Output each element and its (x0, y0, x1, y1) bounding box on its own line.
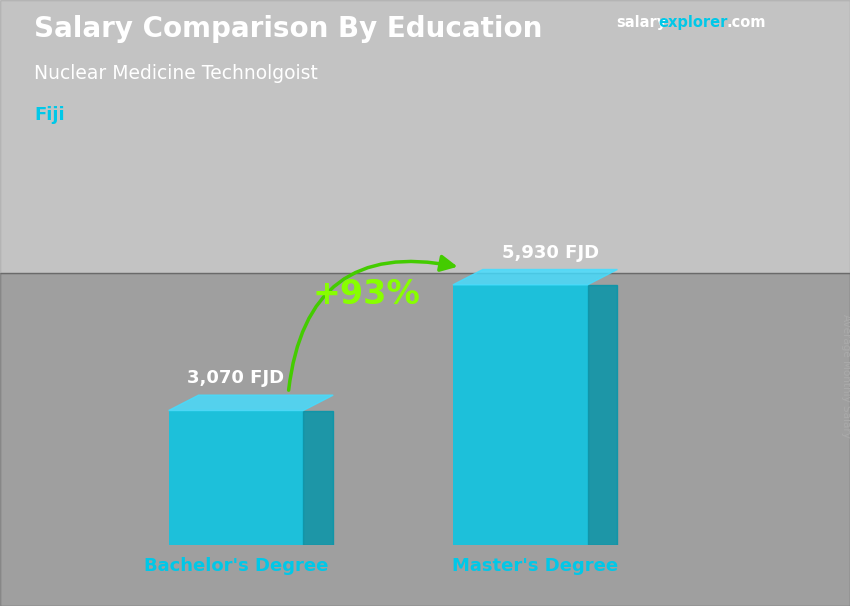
Bar (453, 285, 587, 545)
Text: 5,930 FJD: 5,930 FJD (502, 244, 598, 262)
Text: Nuclear Medicine Technolgoist: Nuclear Medicine Technolgoist (34, 64, 318, 82)
Text: Fiji: Fiji (34, 106, 65, 124)
Text: .com: .com (727, 15, 766, 30)
Bar (168, 410, 303, 545)
Polygon shape (168, 395, 333, 410)
Text: Salary Comparison By Education: Salary Comparison By Education (34, 15, 542, 43)
Text: +93%: +93% (313, 279, 421, 311)
Text: 3,070 FJD: 3,070 FJD (187, 369, 285, 387)
Text: Average Monthly Salary: Average Monthly Salary (841, 314, 850, 438)
Bar (0, 0, 850, 273)
Text: salary: salary (616, 15, 666, 30)
Polygon shape (453, 270, 617, 285)
Polygon shape (303, 410, 333, 545)
Bar (0, 273, 850, 606)
Polygon shape (587, 285, 617, 545)
Text: explorer: explorer (659, 15, 728, 30)
